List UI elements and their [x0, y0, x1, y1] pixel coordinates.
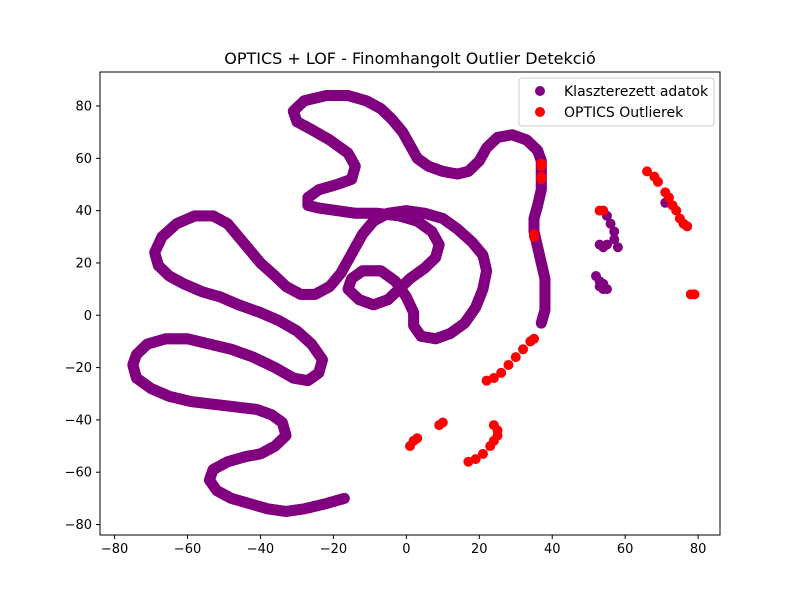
outlier-point — [503, 359, 514, 370]
points-layer — [127, 90, 700, 517]
outlier-point — [470, 454, 481, 465]
outlier-point — [529, 231, 539, 242]
x-tick-label: 40 — [544, 542, 561, 557]
outlier-point — [518, 344, 529, 355]
cluster-point — [605, 218, 616, 229]
x-tick-label: −20 — [320, 542, 347, 557]
x-tick-label: 20 — [471, 542, 488, 557]
legend: Klaszterezett adatok OPTICS Outlierek — [518, 77, 715, 127]
outlier-point — [510, 352, 521, 363]
chart-title: OPTICS + LOF - Finomhangolt Outlier Dete… — [224, 49, 596, 68]
outlier-point — [437, 417, 448, 428]
y-tick-label: 60 — [75, 152, 92, 167]
outlier-point — [481, 375, 492, 386]
y-tick-label: 20 — [75, 256, 92, 271]
legend-label-outlier: OPTICS Outlierek — [564, 105, 684, 121]
outlier-point — [653, 176, 663, 187]
x-tick-label: −60 — [174, 542, 201, 557]
cluster-point — [601, 239, 612, 250]
x-tick-label: 0 — [402, 542, 410, 557]
y-tick-label: −60 — [65, 466, 92, 481]
outlier-point — [412, 433, 423, 444]
outlier-point — [496, 367, 507, 378]
y-tick-label: −80 — [65, 518, 92, 533]
cluster-point — [609, 234, 620, 245]
legend-marker-klaszterezett — [535, 86, 545, 96]
x-tick-label: −40 — [247, 542, 274, 557]
y-axis: −80 −60 −40 −20 0 20 40 60 80 — [65, 100, 100, 533]
outlier-point — [525, 336, 536, 347]
x-tick-label: 80 — [690, 542, 707, 557]
y-tick-label: 40 — [75, 204, 92, 219]
outlier-point — [671, 205, 682, 216]
x-tick-label: −80 — [101, 542, 128, 557]
outlier-point — [598, 205, 609, 216]
cluster-point — [612, 242, 623, 253]
y-tick-label: 80 — [75, 100, 92, 115]
y-tick-label: 0 — [84, 309, 92, 324]
outlier-point — [488, 420, 499, 431]
cluster-point — [535, 317, 547, 329]
cluster-point — [609, 226, 620, 237]
plot-frame — [99, 71, 721, 536]
outlier-point — [642, 166, 653, 177]
outlier-point — [536, 174, 547, 185]
y-tick-label: −40 — [65, 413, 92, 428]
legend-box — [518, 77, 715, 127]
legend-label-klaszterezett: Klaszterezett adatok — [564, 84, 709, 100]
legend-marker-outlier — [535, 107, 545, 117]
x-tick-label: 60 — [617, 542, 634, 557]
y-tick-label: −20 — [65, 361, 92, 376]
outlier-point — [689, 289, 700, 300]
cluster-point — [601, 284, 612, 295]
outlier-point — [682, 221, 693, 232]
outlier-point — [663, 192, 674, 203]
outlier-point — [477, 448, 488, 459]
outlier-point — [536, 161, 547, 172]
x-axis: −80 −60 −40 −20 0 20 40 60 80 — [101, 535, 707, 557]
